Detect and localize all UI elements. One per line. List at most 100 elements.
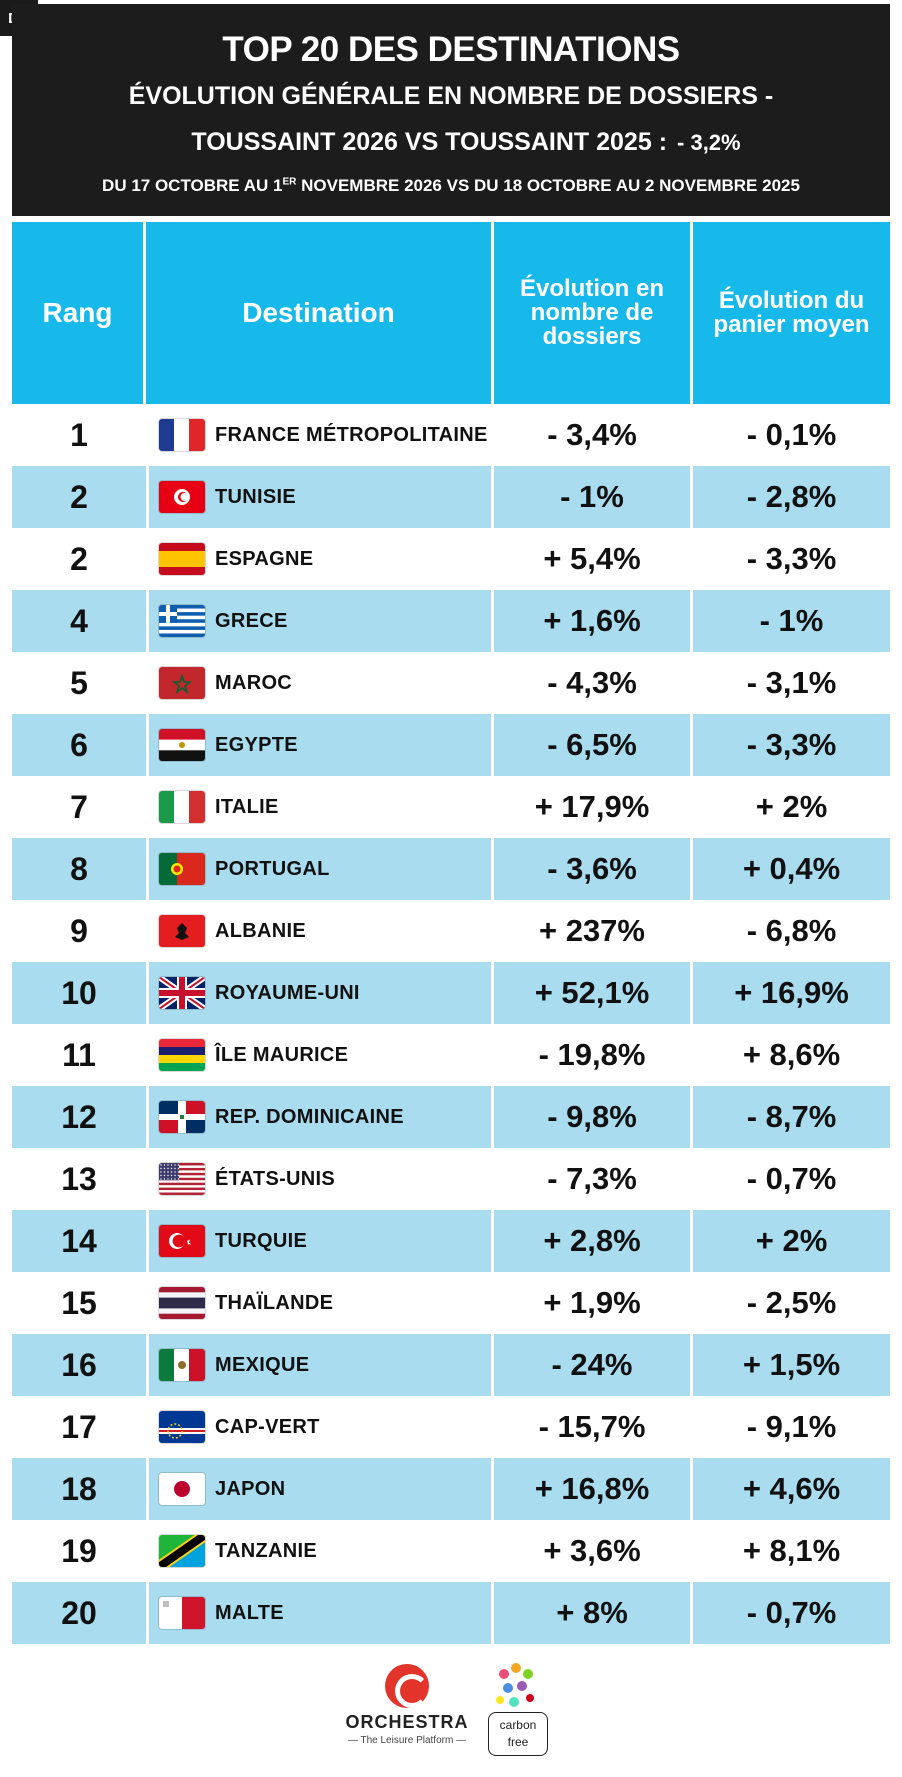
table-row: 18 JAPON + 16,8% + 4,6%	[12, 1458, 890, 1520]
overall-change: - 3,2%	[677, 130, 741, 155]
rank-cell: 14	[61, 1222, 97, 1259]
rank-cell: 9	[70, 912, 88, 949]
orchestra-icon	[385, 1664, 429, 1708]
column-header-dossiers: Évolution en nombre de dossiers	[494, 222, 693, 404]
rank-cell: 15	[61, 1284, 97, 1321]
dossiers-change-cell: + 3,6%	[494, 1520, 693, 1582]
destinations-table: Rang Destination Évolution en nombre de …	[12, 222, 890, 1644]
destination-cell: FRANCE MÉTROPOLITAINE	[146, 404, 494, 466]
dossiers-change-cell: + 1,6%	[494, 590, 693, 652]
flag-mx-icon	[159, 1349, 205, 1381]
dossiers-change-cell: - 3,6%	[494, 838, 693, 900]
flag-jp-icon	[159, 1473, 205, 1505]
date-range-part-2: NOVEMBRE 2026 VS DU 18 OCTOBRE AU 2 NOVE…	[296, 176, 800, 195]
panier-change-cell: - 8,7%	[746, 1099, 837, 1134]
rank-cell: 20	[61, 1594, 97, 1631]
flag-cv-icon	[159, 1411, 205, 1443]
dossiers-change-cell: - 4,3%	[494, 652, 693, 714]
rank-cell: 17	[61, 1408, 97, 1445]
dossiers-change-cell: - 9,8%	[494, 1086, 693, 1148]
destination-name: TURQUIE	[215, 1229, 308, 1252]
flag-eg-icon	[159, 729, 205, 761]
destination-cell: ÎLE MAURICE	[146, 1024, 494, 1086]
flag-mt-icon	[159, 1597, 205, 1629]
destination-name: ALBANIE	[215, 919, 306, 942]
subtitle-line-2: TOUSSAINT 2026 VS TOUSSAINT 2025 : - 3,2%	[12, 128, 890, 157]
rank-cell: 16	[61, 1346, 97, 1383]
destination-name: ÎLE MAURICE	[215, 1043, 349, 1066]
destination-cell: ALBANIE	[146, 900, 494, 962]
free-label: free	[507, 1734, 529, 1749]
destination-name: ESPAGNE	[215, 547, 314, 570]
destination-cell: ÉTATS-UNIS	[146, 1148, 494, 1210]
destination-cell: GRECE	[146, 590, 494, 652]
panier-change-cell: - 0,1%	[746, 417, 837, 452]
flag-al-icon	[159, 915, 205, 947]
table-row: 17 CAP-VERT - 15,7% - 9,1%	[12, 1396, 890, 1458]
panier-change-cell: - 3,3%	[746, 541, 837, 576]
rank-cell: 18	[61, 1470, 97, 1507]
rank-cell: 1	[70, 416, 88, 453]
destination-cell: CAP-VERT	[146, 1396, 494, 1458]
rank-cell: 10	[61, 974, 97, 1011]
flag-do-icon	[159, 1101, 205, 1133]
flag-gr-icon	[159, 605, 205, 637]
panier-change-cell: + 8,1%	[742, 1533, 841, 1568]
rank-cell: 13	[61, 1160, 97, 1197]
destination-name: TUNISIE	[215, 485, 296, 508]
destination-name: REP. DOMINICAINE	[215, 1105, 404, 1128]
carbon-free-label: carbon free	[488, 1712, 548, 1756]
table-row: 10 ROYAUME-UNI + 52,1% + 16,9%	[12, 962, 890, 1024]
destination-cell: ROYAUME-UNI	[146, 962, 494, 1024]
destination-cell: MEXIQUE	[146, 1334, 494, 1396]
destination-name: MAROC	[215, 671, 293, 694]
destination-name: THAÏLANDE	[215, 1291, 334, 1314]
table-row: 16 MEXIQUE - 24% + 1,5%	[12, 1334, 890, 1396]
dossiers-change-cell: - 15,7%	[494, 1396, 693, 1458]
table-body: 1 FRANCE MÉTROPOLITAINE - 3,4% - 0,1% 2 …	[12, 404, 890, 1644]
subtitle-line-1: ÉVOLUTION GÉNÉRALE EN NOMBRE DE DOSSIERS…	[128, 82, 774, 110]
panier-change-cell: + 2%	[755, 1223, 828, 1258]
table-row: 11 ÎLE MAURICE - 19,8% + 8,6%	[12, 1024, 890, 1086]
destination-cell: MAROC	[146, 652, 494, 714]
date-range-part-1: DU 17 OCTOBRE AU 1	[102, 176, 283, 195]
panier-change-cell: - 2,8%	[746, 479, 837, 514]
rank-cell: 2	[70, 478, 88, 515]
destination-name: MALTE	[215, 1601, 284, 1624]
table-row: 14 TURQUIE + 2,8% + 2%	[12, 1210, 890, 1272]
orchestra-logo: ORCHESTRA — The Leisure Platform —	[342, 1660, 472, 1746]
destination-name: JAPON	[215, 1477, 286, 1500]
flag-gb-icon	[159, 977, 205, 1009]
column-header-panier: Évolution du panier moyen	[713, 287, 870, 338]
dossiers-change-cell: - 6,5%	[494, 714, 693, 776]
panier-change-cell: + 4,6%	[742, 1471, 841, 1506]
table-row: 7 ITALIE + 17,9% + 2%	[12, 776, 890, 838]
destination-cell: JAPON	[146, 1458, 494, 1520]
flag-mu-icon	[159, 1039, 205, 1071]
dossiers-change-cell: + 17,9%	[494, 776, 693, 838]
subtitle-period: TOUSSAINT 2026 VS TOUSSAINT 2025 :	[191, 128, 668, 156]
footer: ORCHESTRA — The Leisure Platform — carbo…	[0, 1660, 902, 1770]
dossiers-change-cell: - 1%	[494, 466, 693, 528]
table-row: 1 FRANCE MÉTROPOLITAINE - 3,4% - 0,1%	[12, 404, 890, 466]
table-row: 4 GRECE + 1,6% - 1%	[12, 590, 890, 652]
table-row: 9 ALBANIE + 237% - 6,8%	[12, 900, 890, 962]
destination-cell: TANZANIE	[146, 1520, 494, 1582]
panier-change-cell: - 2,5%	[746, 1285, 837, 1320]
destination-cell: THAÏLANDE	[146, 1272, 494, 1334]
dossiers-change-cell: + 16,8%	[494, 1458, 693, 1520]
destination-name: GRECE	[215, 609, 288, 632]
flag-tz-icon	[159, 1535, 205, 1567]
column-header-rank: Rang	[12, 222, 146, 404]
panier-change-cell: - 0,7%	[746, 1595, 837, 1630]
dossiers-change-cell: - 24%	[494, 1334, 693, 1396]
destination-cell: PORTUGAL	[146, 838, 494, 900]
flag-pt-icon	[159, 853, 205, 885]
panier-change-cell: + 8,6%	[742, 1037, 841, 1072]
table-row: 19 TANZANIE + 3,6% + 8,1%	[12, 1520, 890, 1582]
table-row: 20 MALTE + 8% - 0,7%	[12, 1582, 890, 1644]
rank-cell: 12	[61, 1098, 97, 1135]
rank-cell: 2	[70, 540, 88, 577]
dossiers-change-cell: + 1,9%	[494, 1272, 693, 1334]
title-banner: TOP 20 DES DESTINATIONS ÉVOLUTION GÉNÉRA…	[12, 4, 890, 216]
